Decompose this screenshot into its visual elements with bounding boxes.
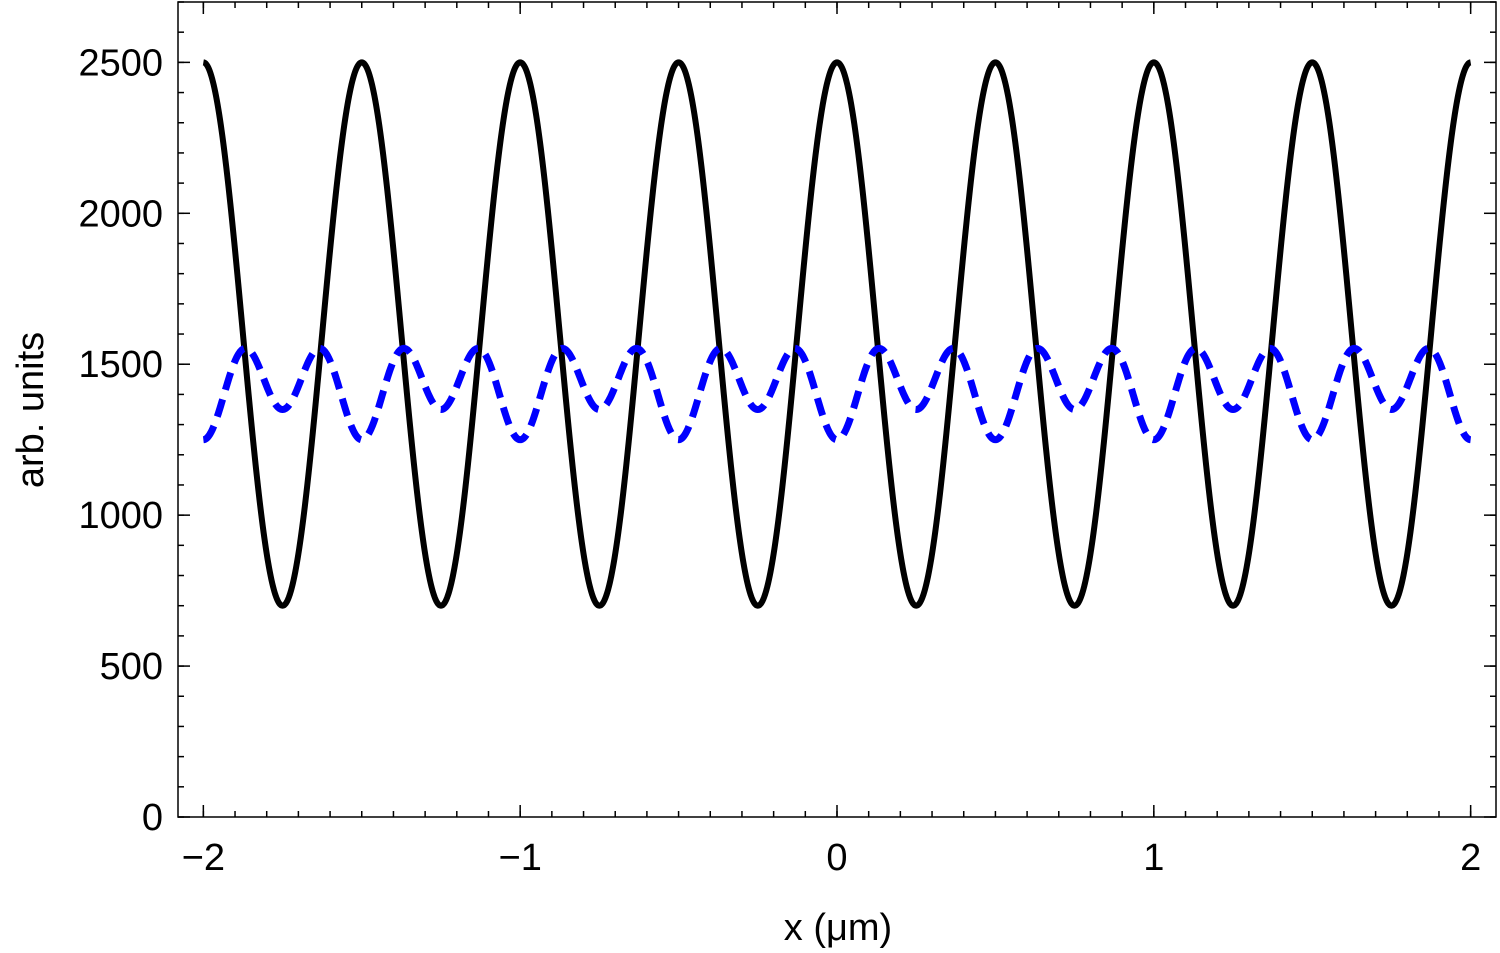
ticks: −2 −1 0 1 2 0 500 1000 1500 2000 2500 [78, 1, 1496, 879]
y-tick-label: 1500 [78, 344, 163, 386]
x-tick-label: 0 [826, 837, 847, 879]
y-tick-label: 2000 [78, 193, 163, 235]
x-tick-label: 2 [1460, 837, 1481, 879]
x-tick-label: −2 [182, 837, 225, 879]
series-layer [200, 59, 1474, 609]
dashed-series-line [200, 344, 1474, 444]
x-tick-label: 1 [1143, 837, 1164, 879]
y-axis-label: arb. units [10, 332, 52, 488]
y-tick-label: 0 [142, 797, 163, 839]
y-tick-label: 2500 [78, 42, 163, 84]
y-tick-label: 1000 [78, 495, 163, 537]
solid-series-line [201, 59, 1473, 609]
y-tick-label: 500 [100, 646, 163, 688]
x-tick-label: −1 [499, 837, 542, 879]
x-axis-label: x (μm) [784, 907, 892, 949]
